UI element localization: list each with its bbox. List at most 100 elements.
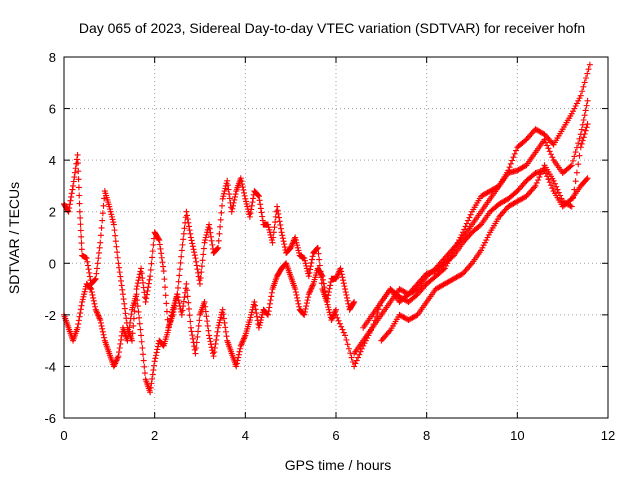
data-point-marker [248, 206, 255, 213]
data-point-marker [537, 171, 544, 178]
y-tick-label: 2 [49, 205, 56, 220]
data-point-marker [323, 298, 330, 305]
data-point-marker [355, 354, 362, 361]
data-point-marker [579, 88, 586, 95]
data-point-marker [194, 333, 201, 340]
data-point-marker [207, 338, 214, 345]
data-point-marker [90, 294, 97, 301]
data-point-marker [461, 226, 468, 233]
data-point-marker [69, 186, 76, 193]
data-point-marker [176, 266, 183, 273]
chart-title: Day 065 of 2023, Sidereal Day-to-day VTE… [79, 20, 585, 36]
data-point-marker [266, 304, 273, 311]
data-point-marker [181, 294, 188, 301]
data-point-marker [575, 161, 582, 168]
data-point-marker [579, 121, 586, 128]
data-point-marker [301, 308, 308, 315]
data-point-marker [582, 107, 589, 114]
data-point-marker [326, 285, 333, 292]
data-point-marker [175, 297, 182, 304]
data-point-marker [247, 210, 254, 217]
data-point-marker [270, 234, 277, 241]
data-point-marker [76, 313, 83, 320]
data-point-marker [580, 134, 587, 141]
data-point-marker [135, 308, 142, 315]
data-point-marker [309, 253, 316, 260]
data-point-marker [467, 211, 474, 218]
data-point-marker [163, 300, 170, 307]
data-point-marker [568, 110, 575, 117]
data-point-marker [226, 195, 233, 202]
data-point-marker [210, 353, 217, 360]
data-point-marker [75, 321, 82, 328]
data-point-marker [231, 196, 238, 203]
data-point-marker [246, 213, 253, 220]
data-point-marker [570, 157, 577, 164]
data-point-marker [253, 313, 260, 320]
data-point-marker [258, 314, 265, 321]
data-point-marker [586, 61, 593, 68]
data-point-marker [180, 230, 187, 237]
data-point-marker [484, 234, 491, 241]
data-point-marker [147, 266, 154, 273]
data-point-marker [259, 213, 266, 220]
data-point-marker [251, 298, 258, 305]
y-tick-label: 4 [49, 153, 56, 168]
data-point-marker [99, 210, 106, 217]
data-point-marker [147, 384, 154, 391]
data-point-marker [413, 312, 420, 319]
data-point-marker [238, 178, 245, 185]
data-point-marker [158, 254, 165, 261]
data-point-marker [345, 345, 352, 352]
data-point-marker [175, 278, 182, 285]
data-point-marker [130, 322, 137, 329]
data-point-marker [256, 197, 263, 204]
data-point-marker [257, 201, 264, 208]
data-point-marker [166, 321, 173, 328]
data-point-marker [198, 263, 205, 270]
data-point-marker [203, 313, 210, 320]
data-point-marker [97, 232, 104, 239]
data-point-marker [115, 353, 122, 360]
data-point-marker [77, 221, 84, 228]
data-point-marker [163, 308, 170, 315]
data-point-marker [134, 297, 141, 304]
data-point-marker [544, 142, 551, 149]
data-point-marker [204, 318, 211, 325]
data-point-marker [161, 276, 168, 283]
data-point-marker [358, 345, 365, 352]
data-point-marker [256, 322, 263, 329]
data-point-marker [440, 266, 447, 273]
data-point-marker [194, 266, 201, 273]
data-point-marker [134, 280, 141, 287]
data-point-marker [118, 332, 125, 339]
data-point-marker [148, 380, 155, 387]
data-point-marker [343, 291, 350, 298]
data-point-marker [215, 324, 222, 331]
x-tick-label: 4 [242, 428, 249, 443]
data-point-marker [233, 360, 240, 367]
data-point-marker [327, 279, 334, 286]
data-point-marker [144, 287, 151, 294]
data-point-marker [117, 277, 124, 284]
data-point-marker [191, 252, 198, 259]
data-point-marker [187, 234, 194, 241]
data-point-marker [584, 70, 591, 77]
data-point-marker [257, 317, 264, 324]
x-tick-label: 0 [60, 428, 67, 443]
data-point-marker [196, 317, 203, 324]
data-point-marker [97, 319, 104, 326]
data-point-marker [462, 223, 469, 230]
data-point-marker [572, 178, 579, 185]
data-point-marker [303, 303, 310, 310]
data-point-marker [341, 283, 348, 290]
data-point-marker [246, 211, 253, 218]
data-point-marker [112, 238, 119, 245]
data-point-marker [76, 200, 83, 207]
data-point-marker [315, 250, 322, 257]
data-point-marker [81, 288, 88, 295]
data-point-marker [86, 273, 93, 280]
data-point-marker [553, 183, 560, 190]
data-point-marker [139, 275, 146, 282]
data-point-marker [302, 260, 309, 267]
